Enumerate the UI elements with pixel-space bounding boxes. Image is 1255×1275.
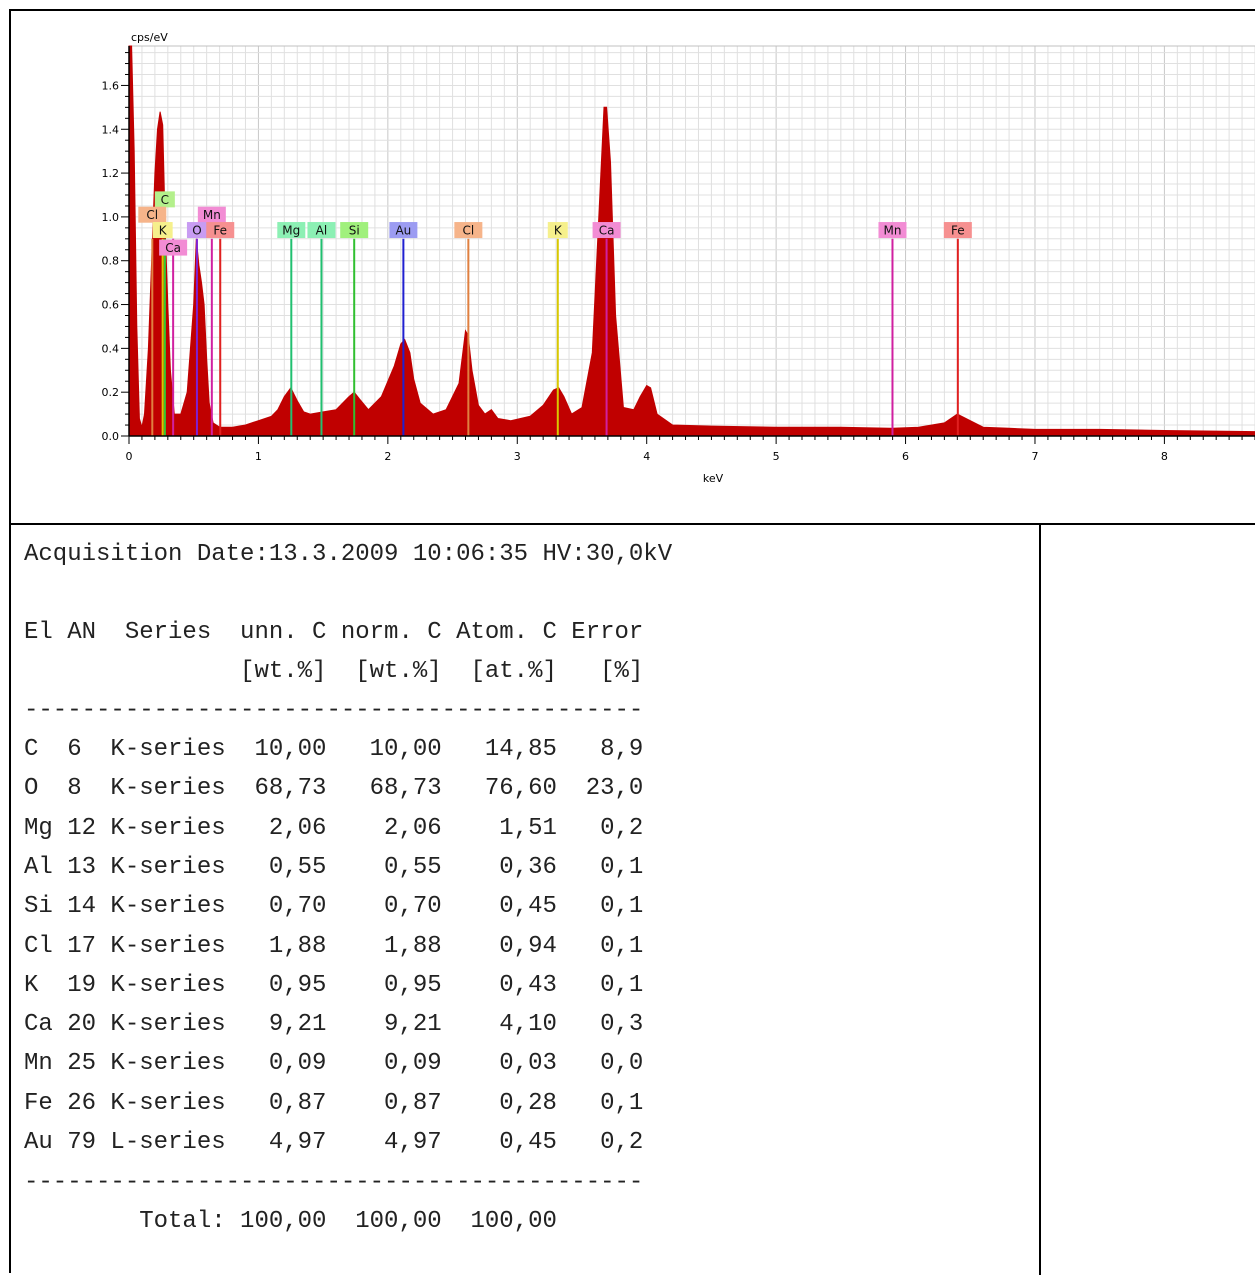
total-row: Total: 100,00 100,00 100,00 [24,1208,557,1235]
element-label-box [592,222,621,239]
x-axis-label: keV [703,472,724,485]
element-label: K [159,224,168,238]
table-row: Mg 12 K-series 2,06 2,06 1,51 0,2 [24,814,644,842]
x-tick-label: 0 [126,450,133,463]
element-label: Mn [203,208,221,222]
y-tick-label: 0.4 [102,342,120,355]
table-row: Au 79 L-series 4,97 4,97 0,45 0,2 [24,1129,644,1156]
element-label-box [152,222,173,239]
element-label-box [943,222,972,239]
element-label-box [307,222,336,239]
element-label-box [389,222,418,239]
element-label: Si [349,224,360,238]
element-label: Al [316,224,328,238]
y-axis-label: cps/eV [131,31,168,44]
element-label-box [277,222,306,239]
element-label: Fe [951,224,965,238]
acquisition-header: Acquisition Date:13.3.2009 10:06:35 HV:3… [24,541,673,568]
element-label: Ca [165,241,181,255]
element-label: K [554,224,563,238]
y-tick-label: 0.2 [102,386,120,399]
x-tick-label: 1 [255,450,262,463]
element-label-box [206,222,235,239]
element-label: Fe [213,224,227,238]
table-row: Fe 26 K-series 0,87 0,87 0,28 0,1 [24,1089,644,1117]
x-tick-label: 6 [902,450,909,463]
table-row: K 19 K-series 0,95 0,95 0,43 0,1 [24,971,644,999]
element-label: O [192,224,201,238]
y-tick-label: 1.6 [102,79,120,92]
table-row: Ca 20 K-series 9,21 9,21 4,10 0,3 [24,1011,644,1039]
x-tick-label: 8 [1161,450,1168,463]
element-label-box [159,239,188,256]
element-label-box [154,191,175,208]
element-label: Mg [282,224,300,238]
element-label: Cl [462,224,474,238]
x-tick-label: 3 [514,450,521,463]
element-label-box [547,222,568,239]
element-label: C [161,193,169,207]
divider-top: ----------------------------------------… [24,697,644,724]
x-tick-label: 7 [1031,450,1038,463]
element-label-box [138,206,167,223]
y-tick-label: 1.2 [102,167,120,180]
x-tick-label: 5 [773,450,780,463]
x-tick-label: 2 [384,450,391,463]
table-row: Al 13 K-series 0,55 0,55 0,36 0,1 [24,853,644,881]
report-frame: 0 1 2 3 4 5 6 7 8 0.0 0.2 0.4 0.6 0.8 1.0 1.2 1.4 1.6 keV c… [9,9,1255,1275]
y-tick-label: 0.8 [102,255,120,268]
quantification-report: Acquisition Date:13.3.2009 10:06:35 HV:3… [11,525,1041,1275]
element-label: Cl [146,208,158,222]
element-label-box [454,222,483,239]
element-label: Au [395,224,411,238]
element-label-box [878,222,907,239]
y-tick-label: 0.0 [102,430,120,443]
element-label: Mn [883,224,901,238]
spectrum-panel: 0 1 2 3 4 5 6 7 8 0.0 0.2 0.4 0.6 0.8 1.0 1.2 1.4 1.6 keV c… [11,11,1255,525]
element-label-box [197,206,226,223]
unit-header: [wt.%] [wt.%] [at.%] [%] [24,658,644,685]
y-tick-label: 1.0 [102,211,120,224]
x-tick-label: 4 [643,450,650,463]
divider-bottom: ----------------------------------------… [24,1169,644,1196]
table-row: Mn 25 K-series 0,09 0,09 0,03 0,0 [24,1050,644,1078]
y-tick-label: 1.4 [102,123,120,136]
table-row: Cl 17 K-series 1,88 1,88 0,94 0,1 [24,932,644,960]
spectrum-area [128,45,1255,437]
element-label-box [186,222,207,239]
column-header: El AN Series unn. C norm. C Atom. C Erro… [24,619,644,646]
eds-spectrum-chart: 0 1 2 3 4 5 6 7 8 0.0 0.2 0.4 0.6 0.8 1.0 1.2 1.4 1.6 keV c… [102,31,1255,485]
table-row: C 6 K-series 10,00 10,00 14,85 8,9 [24,736,644,763]
table-row: O 8 K-series 68,73 68,73 76,60 23,0 [24,775,644,803]
y-tick-label: 0.6 [102,299,120,312]
element-label-box [340,222,369,239]
element-label: Ca [599,224,615,238]
table-row: Si 14 K-series 0,70 0,70 0,45 0,1 [24,893,644,921]
